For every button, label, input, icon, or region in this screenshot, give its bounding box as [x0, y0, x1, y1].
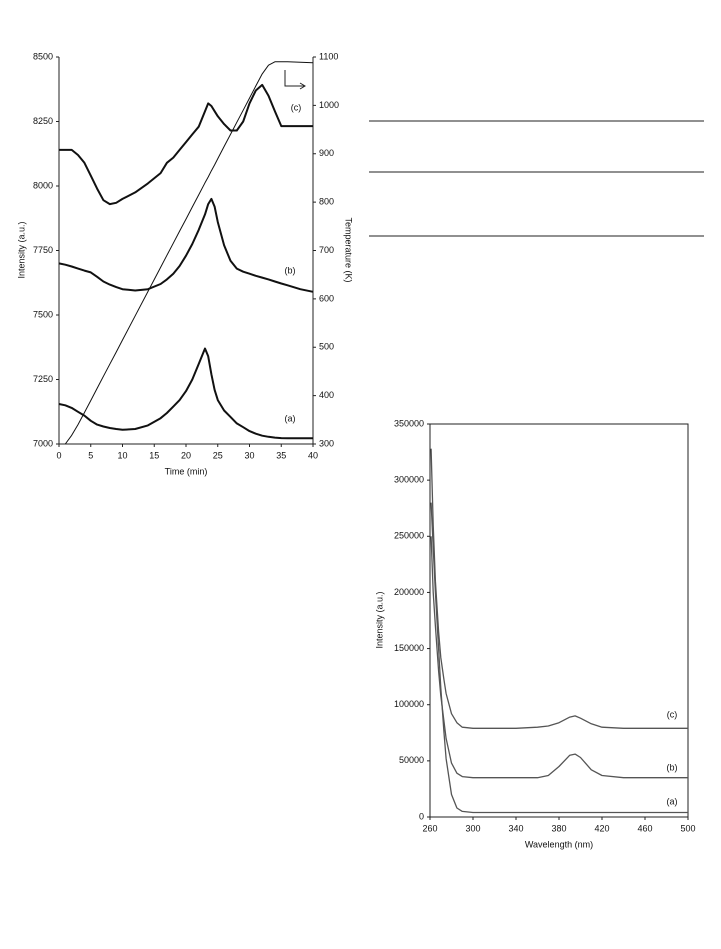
y-tick-label: 8250 — [33, 116, 53, 126]
y-tick-label: 7750 — [33, 245, 53, 255]
series-line — [58, 197, 314, 293]
y2-tick-label: 800 — [319, 197, 334, 207]
series-label: (b) — [667, 762, 678, 772]
series-label: (b) — [285, 265, 296, 275]
x-tick-label: 500 — [680, 823, 695, 833]
series-label: (a) — [667, 796, 678, 806]
y2-tick-label: 1100 — [319, 51, 338, 61]
x-tick-label: 25 — [213, 450, 223, 460]
x-tick-label: 0 — [56, 450, 61, 460]
y2-tick-label: 1000 — [319, 100, 339, 110]
y2-axis-label: Temperature (K) — [344, 217, 354, 282]
y2-tick-label: 600 — [319, 293, 334, 303]
x-tick-label: 30 — [244, 450, 254, 460]
y2-tick-label: 400 — [319, 390, 334, 400]
y-tick-label: 350000 — [394, 418, 424, 428]
y2-tick-label: 700 — [319, 245, 334, 255]
y2-tick-label: 500 — [319, 342, 334, 352]
y-tick-label: 250000 — [394, 531, 424, 541]
y-tick-label: 0 — [419, 811, 424, 821]
x-tick-label: 340 — [508, 823, 523, 833]
series-line — [430, 536, 688, 779]
y-tick-label: 50000 — [399, 755, 424, 765]
y-tick-label: 200000 — [394, 587, 424, 597]
series-label: (c) — [667, 709, 678, 719]
series-line — [58, 347, 313, 440]
series-line — [430, 448, 688, 729]
x-axis-label: Wavelength (nm) — [525, 839, 593, 849]
x-tick-label: 260 — [422, 823, 437, 833]
y-tick-label: 300000 — [394, 475, 424, 485]
y-axis-label: Intensity (a.u.) — [16, 221, 26, 278]
series-label: (a) — [285, 413, 296, 423]
x-tick-label: 420 — [594, 823, 609, 833]
plot-frame — [429, 423, 689, 818]
y-tick-label: 150000 — [394, 643, 424, 653]
x-tick-label: 15 — [149, 450, 159, 460]
y-tick-label: 100000 — [394, 699, 424, 709]
x-tick-label: 460 — [637, 823, 652, 833]
series-line — [430, 502, 688, 814]
x-tick-label: 380 — [551, 823, 566, 833]
y2-tick-label: 900 — [319, 148, 334, 158]
y2-tick-label: 300 — [319, 438, 334, 448]
x-tick-label: 300 — [465, 823, 480, 833]
y-tick-label: 7000 — [33, 438, 53, 448]
series-label: (c) — [291, 102, 302, 112]
x-axis-label: Time (min) — [165, 466, 208, 476]
x-tick-label: 20 — [181, 450, 191, 460]
x-tick-label: 40 — [308, 450, 318, 460]
y-tick-label: 8500 — [33, 51, 53, 61]
y-tick-label: 8000 — [33, 180, 53, 190]
series-line — [59, 83, 313, 206]
y-axis-label: Intensity (a.u.) — [374, 591, 384, 648]
x-tick-label: 5 — [88, 450, 93, 460]
y-tick-label: 7500 — [33, 309, 53, 319]
y-tick-label: 7250 — [33, 374, 53, 384]
x-tick-label: 10 — [117, 450, 127, 460]
series-line — [64, 61, 314, 445]
axis-arrow — [284, 70, 306, 90]
x-tick-label: 35 — [276, 450, 286, 460]
